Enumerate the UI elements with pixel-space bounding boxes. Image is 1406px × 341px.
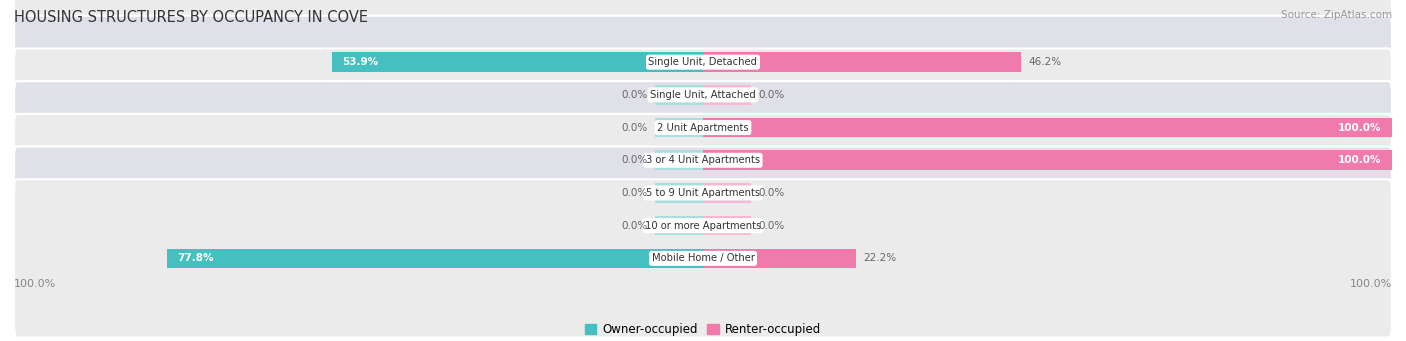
- Bar: [703, 118, 1392, 137]
- Text: 10 or more Apartments: 10 or more Apartments: [645, 221, 761, 231]
- Text: 0.0%: 0.0%: [758, 188, 785, 198]
- FancyBboxPatch shape: [14, 114, 1392, 272]
- Text: Single Unit, Attached: Single Unit, Attached: [650, 90, 756, 100]
- Text: Single Unit, Detached: Single Unit, Detached: [648, 57, 758, 67]
- Text: 0.0%: 0.0%: [621, 122, 648, 133]
- Text: Mobile Home / Other: Mobile Home / Other: [651, 253, 755, 263]
- Text: 5 to 9 Unit Apartments: 5 to 9 Unit Apartments: [645, 188, 761, 198]
- Text: 0.0%: 0.0%: [758, 90, 785, 100]
- Text: 100.0%: 100.0%: [1339, 122, 1382, 133]
- FancyBboxPatch shape: [14, 81, 1392, 239]
- Text: 0.0%: 0.0%: [621, 90, 648, 100]
- Text: 100.0%: 100.0%: [1350, 279, 1392, 288]
- FancyBboxPatch shape: [14, 16, 1392, 174]
- FancyBboxPatch shape: [14, 179, 1392, 338]
- Text: 0.0%: 0.0%: [758, 221, 785, 231]
- Bar: [332, 53, 703, 72]
- Text: 77.8%: 77.8%: [177, 253, 214, 263]
- Text: 100.0%: 100.0%: [1339, 155, 1382, 165]
- Text: 46.2%: 46.2%: [1028, 57, 1062, 67]
- FancyBboxPatch shape: [14, 0, 1392, 141]
- Bar: [703, 216, 751, 236]
- Legend: Owner-occupied, Renter-occupied: Owner-occupied, Renter-occupied: [579, 318, 827, 341]
- FancyBboxPatch shape: [14, 147, 1392, 305]
- Text: 53.9%: 53.9%: [342, 57, 378, 67]
- Text: HOUSING STRUCTURES BY OCCUPANCY IN COVE: HOUSING STRUCTURES BY OCCUPANCY IN COVE: [14, 10, 368, 25]
- Bar: [703, 53, 1021, 72]
- Bar: [655, 150, 703, 170]
- Text: 2 Unit Apartments: 2 Unit Apartments: [657, 122, 749, 133]
- Text: 3 or 4 Unit Apartments: 3 or 4 Unit Apartments: [645, 155, 761, 165]
- Bar: [703, 183, 751, 203]
- Bar: [703, 150, 1392, 170]
- Bar: [655, 118, 703, 137]
- Text: 0.0%: 0.0%: [621, 221, 648, 231]
- Bar: [655, 85, 703, 105]
- Text: 0.0%: 0.0%: [621, 188, 648, 198]
- Text: 22.2%: 22.2%: [863, 253, 896, 263]
- Text: Source: ZipAtlas.com: Source: ZipAtlas.com: [1281, 10, 1392, 20]
- Bar: [655, 216, 703, 236]
- Text: 100.0%: 100.0%: [14, 279, 56, 288]
- Bar: [703, 249, 856, 268]
- Text: 0.0%: 0.0%: [621, 155, 648, 165]
- FancyBboxPatch shape: [14, 48, 1392, 207]
- Bar: [703, 85, 751, 105]
- Bar: [655, 183, 703, 203]
- Bar: [167, 249, 703, 268]
